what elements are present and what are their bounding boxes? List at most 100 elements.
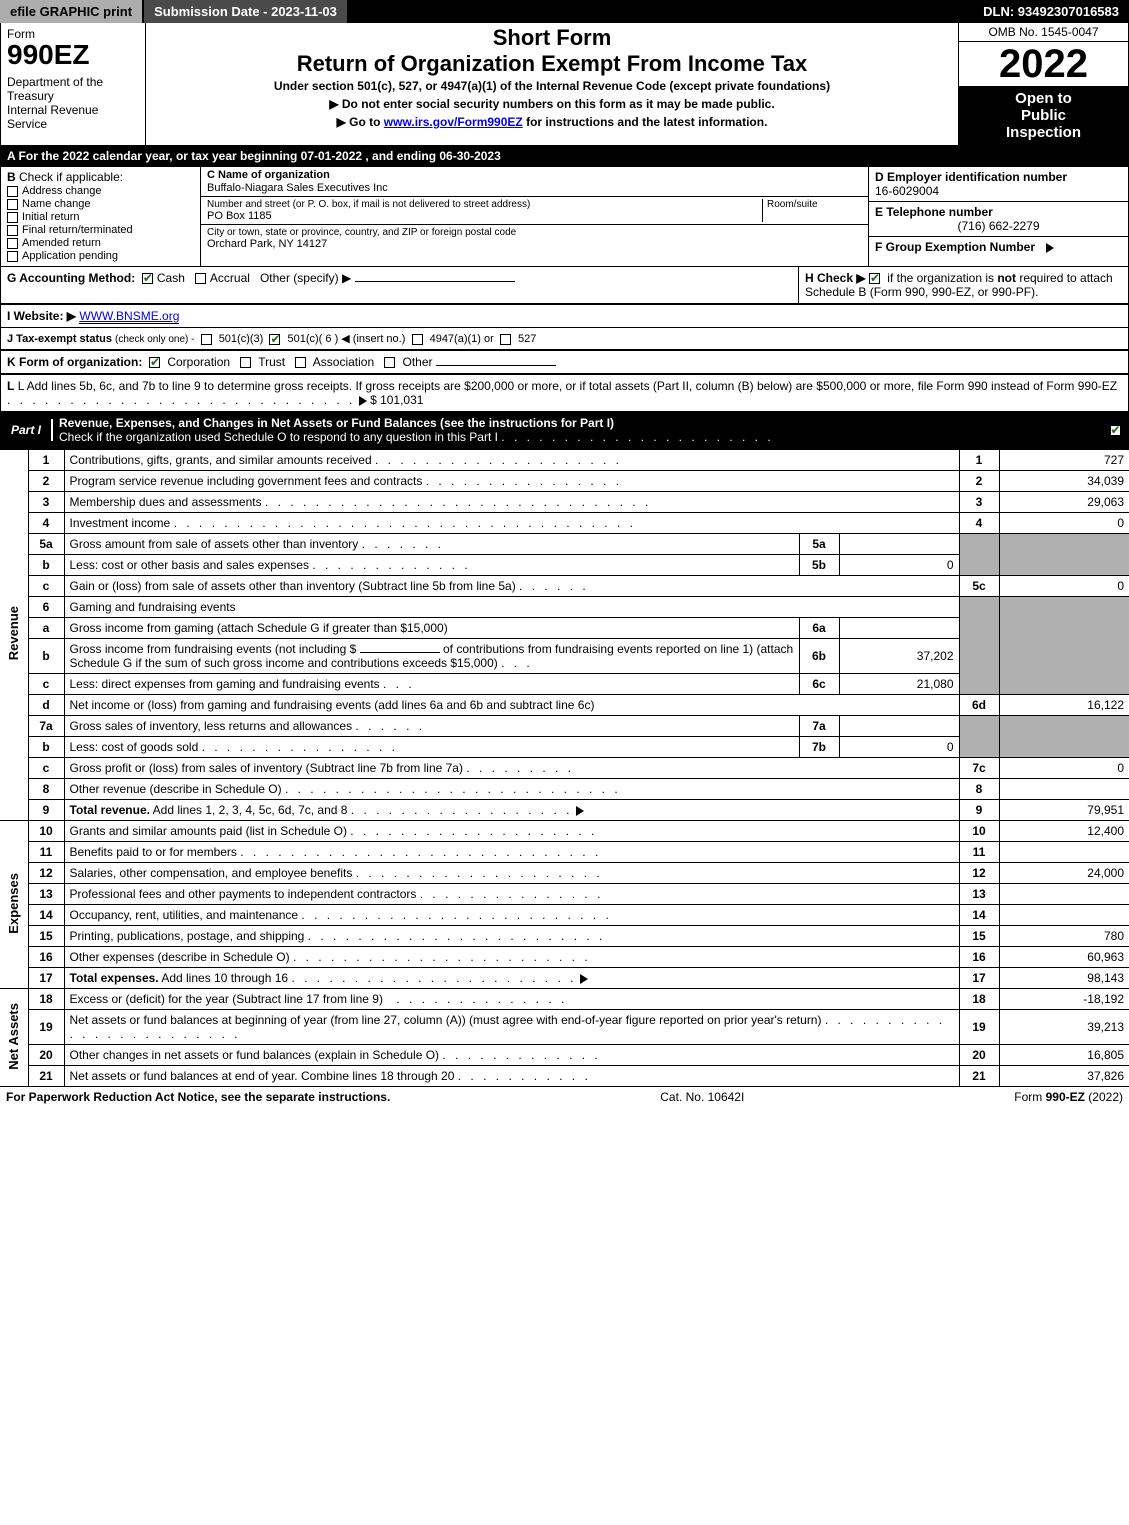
cb-address-change[interactable]: Address change xyxy=(7,185,194,197)
section-e: E Telephone number (716) 662-2279 xyxy=(869,202,1128,237)
val-11 xyxy=(999,842,1129,863)
goto-link-line: ▶ Go to www.irs.gov/Form990EZ for instru… xyxy=(152,115,952,129)
val-5a xyxy=(839,534,959,555)
line-9: 9Total revenue. Add lines 1, 2, 3, 4, 5c… xyxy=(0,800,1129,821)
cb-application-pending[interactable]: Application pending xyxy=(7,250,194,262)
line-4: 4Investment income . . . . . . . . . . .… xyxy=(0,513,1129,534)
org-name: Buffalo-Niagara Sales Executives Inc xyxy=(207,182,862,194)
h-not: not xyxy=(997,271,1016,285)
triangle-icon xyxy=(576,806,584,816)
cb-other[interactable] xyxy=(384,357,395,368)
gross-receipts-value: $ 101,031 xyxy=(370,393,423,407)
tax-year: 2022 xyxy=(959,42,1128,86)
part-i-bar: Part I Revenue, Expenses, and Changes in… xyxy=(0,412,1129,449)
return-title: Return of Organization Exempt From Incom… xyxy=(152,51,952,77)
line-15: 15Printing, publications, postage, and s… xyxy=(0,926,1129,947)
pra-notice: For Paperwork Reduction Act Notice, see … xyxy=(6,1090,390,1104)
cb-initial-return[interactable]: Initial return xyxy=(7,211,194,223)
header-right: OMB No. 1545-0047 2022 Open to Public In… xyxy=(958,23,1128,145)
line-16: 16Other expenses (describe in Schedule O… xyxy=(0,947,1129,968)
j-o2: 501(c)( 6 ) ◀ (insert no.) xyxy=(288,333,406,345)
efile-print-button[interactable]: efile GRAPHIC print xyxy=(0,0,144,23)
c-city-label: City or town, state or province, country… xyxy=(207,227,862,238)
k-other-input[interactable] xyxy=(436,365,556,366)
g-label: G Accounting Method: xyxy=(7,271,135,285)
val-6c: 21,080 xyxy=(839,674,959,695)
website-link[interactable]: WWW.BNSME.org xyxy=(79,309,179,324)
cb-corporation[interactable] xyxy=(149,357,160,368)
section-i: I Website: ▶ WWW.BNSME.org xyxy=(1,304,1128,327)
cb-accrual[interactable] xyxy=(195,273,206,284)
line-14: 14Occupancy, rent, utilities, and mainte… xyxy=(0,905,1129,926)
i-label: I Website: ▶ xyxy=(7,309,76,323)
org-address: PO Box 1185 xyxy=(207,210,762,222)
k-other: Other xyxy=(403,355,433,369)
val-8 xyxy=(999,779,1129,800)
cb-4947[interactable] xyxy=(412,334,423,345)
form-footer: Form 990-EZ (2022) xyxy=(1014,1090,1123,1104)
val-7a xyxy=(839,716,959,737)
val-14 xyxy=(999,905,1129,926)
dln-label: DLN: 93492307016583 xyxy=(973,0,1129,23)
val-6d: 16,122 xyxy=(999,695,1129,716)
section-h: H Check ▶ if the organization is not req… xyxy=(798,267,1128,303)
netassets-label: Net Assets xyxy=(6,1003,21,1070)
triangle-icon xyxy=(580,974,588,984)
insp-3: Inspection xyxy=(963,124,1124,141)
form-number: 990EZ xyxy=(7,41,139,69)
section-bcdef: B Check if applicable: Address change Na… xyxy=(0,167,1129,267)
cb-amended-return[interactable]: Amended return xyxy=(7,237,194,249)
short-form-title: Short Form xyxy=(152,25,952,51)
cb-trust[interactable] xyxy=(240,357,251,368)
val-5b: 0 xyxy=(839,555,959,576)
val-3: 29,063 xyxy=(999,492,1129,513)
d-label: D Employer identification number xyxy=(875,170,1122,184)
org-city: Orchard Park, NY 14127 xyxy=(207,238,862,250)
cb-501c3[interactable] xyxy=(201,334,212,345)
line-3: 3Membership dues and assessments . . . .… xyxy=(0,492,1129,513)
section-d: D Employer identification number 16-6029… xyxy=(869,167,1128,202)
c-name-label: C Name of organization xyxy=(207,169,862,181)
cb-name-change[interactable]: Name change xyxy=(7,198,194,210)
irs-link[interactable]: www.irs.gov/Form990EZ xyxy=(384,115,523,129)
submission-date: Submission Date - 2023-11-03 xyxy=(144,0,349,23)
cb-501c[interactable] xyxy=(269,334,280,345)
spacer xyxy=(349,0,973,23)
cb-association[interactable] xyxy=(295,357,306,368)
6b-blank[interactable] xyxy=(360,652,440,653)
cat-number: Cat. No. 10642I xyxy=(660,1090,744,1104)
val-21: 37,826 xyxy=(999,1066,1129,1087)
room-suite-label: Room/suite xyxy=(762,199,862,222)
cb-527[interactable] xyxy=(500,334,511,345)
val-16: 60,963 xyxy=(999,947,1129,968)
f-label: F Group Exemption Number xyxy=(875,240,1035,254)
section-b: B Check if applicable: Address change Na… xyxy=(1,167,201,266)
val-5c: 0 xyxy=(999,576,1129,597)
val-20: 16,805 xyxy=(999,1045,1129,1066)
other-input[interactable] xyxy=(355,281,515,282)
line-1: Revenue 1Contributions, gifts, grants, a… xyxy=(0,450,1129,471)
line-18: Net Assets 18Excess or (deficit) for the… xyxy=(0,989,1129,1010)
val-1: 727 xyxy=(999,450,1129,471)
l-text: L Add lines 5b, 6c, and 7b to line 9 to … xyxy=(18,379,1117,393)
header-middle: Short Form Return of Organization Exempt… xyxy=(146,23,958,145)
line-7c: cGross profit or (loss) from sales of in… xyxy=(0,758,1129,779)
section-c: C Name of organization Buffalo-Niagara S… xyxy=(201,167,868,266)
part-i-sub: Check if the organization used Schedule … xyxy=(59,430,498,444)
page-footer: For Paperwork Reduction Act Notice, see … xyxy=(0,1087,1129,1107)
expenses-label: Expenses xyxy=(6,873,21,934)
part-i-checkbox[interactable] xyxy=(1106,423,1128,437)
line-13: 13Professional fees and other payments t… xyxy=(0,884,1129,905)
cb-cash[interactable] xyxy=(142,273,153,284)
j-o4: 527 xyxy=(518,333,536,345)
line-10: Expenses 10Grants and similar amounts pa… xyxy=(0,821,1129,842)
j-sub: (check only one) - xyxy=(115,334,194,345)
val-19: 39,213 xyxy=(999,1010,1129,1045)
b-subtitle: Check if applicable: xyxy=(19,170,123,184)
section-j: J Tax-exempt status (check only one) - 5… xyxy=(1,327,1128,349)
inspection-badge: Open to Public Inspection xyxy=(959,86,1128,145)
cb-schedule-b[interactable] xyxy=(869,273,880,284)
cb-final-return[interactable]: Final return/terminated xyxy=(7,224,194,236)
e-label: E Telephone number xyxy=(875,205,1122,219)
val-7b: 0 xyxy=(839,737,959,758)
